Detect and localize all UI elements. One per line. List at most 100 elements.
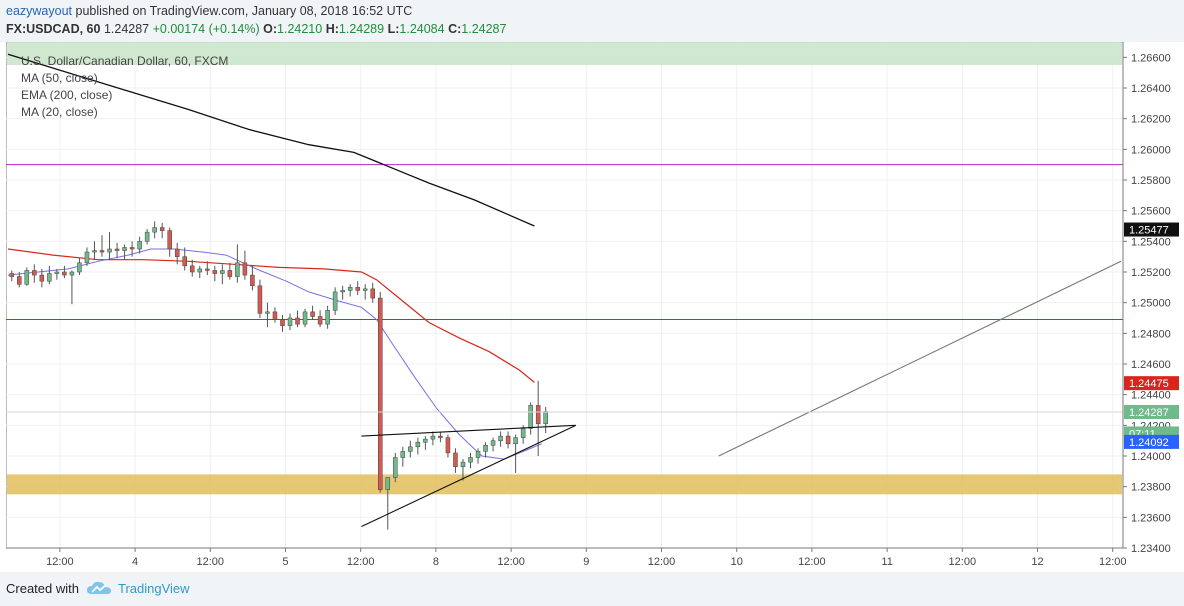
- candle[interactable]: [137, 241, 142, 250]
- candle[interactable]: [393, 457, 398, 478]
- close-value: 1.24287: [461, 22, 507, 36]
- candle[interactable]: [107, 248, 112, 253]
- candle[interactable]: [287, 317, 293, 326]
- candle[interactable]: [122, 247, 127, 251]
- candle[interactable]: [453, 452, 458, 467]
- candle[interactable]: [280, 319, 285, 326]
- candle[interactable]: [159, 227, 165, 231]
- candle[interactable]: [62, 271, 67, 276]
- candle[interactable]: [370, 288, 375, 299]
- candle[interactable]: [205, 268, 210, 271]
- candle[interactable]: [295, 317, 300, 325]
- candle[interactable]: [460, 461, 466, 467]
- candle[interactable]: [362, 288, 368, 291]
- candle[interactable]: [385, 477, 391, 490]
- candle[interactable]: [174, 248, 180, 257]
- price-tick-label: 1.23400: [1131, 543, 1171, 555]
- time-tick-label: 8: [433, 556, 439, 568]
- candle[interactable]: [520, 428, 526, 438]
- candle[interactable]: [445, 437, 451, 454]
- price-chart[interactable]: 1.26600 1.26400 1.26200 1.26000 1.25800 1.256…: [6, 42, 1180, 572]
- tradingview-cloud-icon: [87, 581, 111, 594]
- time-tick-label: 5: [282, 556, 288, 568]
- candle[interactable]: [468, 457, 473, 463]
- candle[interactable]: [543, 411, 548, 425]
- trendline[interactable]: [718, 260, 1122, 457]
- candle[interactable]: [475, 451, 481, 458]
- trendline[interactable]: [361, 424, 577, 528]
- candle[interactable]: [189, 265, 195, 273]
- last-price: 1.24287: [103, 22, 150, 36]
- candle[interactable]: [332, 291, 338, 311]
- candle[interactable]: [54, 271, 60, 274]
- candle[interactable]: [498, 435, 503, 441]
- price-tick-label: 1.25600: [1131, 206, 1171, 218]
- candle[interactable]: [182, 256, 187, 267]
- time-tick-label: 12:00: [1099, 556, 1127, 568]
- candle[interactable]: [483, 445, 488, 452]
- candle[interactable]: [32, 270, 37, 276]
- candle[interactable]: [400, 451, 406, 458]
- candle[interactable]: [490, 440, 496, 446]
- candle[interactable]: [423, 438, 428, 443]
- candle[interactable]: [340, 290, 345, 293]
- candle[interactable]: [415, 441, 421, 448]
- candle[interactable]: [92, 250, 97, 253]
- tradingview-brand-link[interactable]: TradingView: [118, 581, 190, 596]
- candle[interactable]: [513, 437, 518, 444]
- candle[interactable]: [39, 274, 45, 282]
- chart-area[interactable]: 1.26600 1.26400 1.26200 1.26000 1.25800 1.256…: [6, 42, 1180, 572]
- author-link[interactable]: eazywayout: [6, 4, 73, 18]
- candle[interactable]: [535, 405, 541, 425]
- candle[interactable]: [129, 247, 135, 250]
- time-tick-label: 12:00: [197, 556, 225, 568]
- candle[interactable]: [505, 435, 511, 444]
- time-tick-label: 9: [583, 556, 589, 568]
- candle[interactable]: [265, 311, 270, 314]
- legend-ma50[interactable]: MA (50, close): [21, 71, 98, 85]
- candle[interactable]: [430, 435, 436, 440]
- candle[interactable]: [355, 287, 360, 291]
- symbol-label: FX:USDCAD, 60: [6, 22, 101, 36]
- time-tick-label: 12:00: [497, 556, 525, 568]
- legend-ema200[interactable]: EMA (200, close): [21, 88, 113, 102]
- candle[interactable]: [317, 316, 323, 325]
- candle[interactable]: [325, 310, 330, 325]
- candle[interactable]: [378, 297, 383, 490]
- candle[interactable]: [47, 273, 52, 282]
- candle[interactable]: [9, 273, 15, 277]
- candle[interactable]: [250, 274, 255, 287]
- candle[interactable]: [227, 270, 233, 277]
- candle[interactable]: [69, 271, 75, 276]
- candle[interactable]: [152, 227, 157, 233]
- candle[interactable]: [310, 311, 315, 317]
- candle[interactable]: [144, 231, 150, 242]
- candle[interactable]: [528, 405, 533, 429]
- candle[interactable]: [257, 285, 263, 314]
- quote-line: FX:USDCAD, 60 1.24287 +0.00174 (+0.14%) …: [6, 22, 506, 36]
- candle[interactable]: [99, 250, 105, 253]
- candle[interactable]: [84, 251, 90, 264]
- legend-ma20[interactable]: MA (20, close): [21, 105, 98, 119]
- candle[interactable]: [438, 435, 443, 438]
- price-label-text: 1.24287: [1129, 407, 1169, 419]
- candle[interactable]: [347, 287, 353, 291]
- candle[interactable]: [272, 311, 278, 320]
- candle[interactable]: [24, 270, 30, 285]
- candle[interactable]: [220, 270, 225, 274]
- candle[interactable]: [235, 262, 240, 277]
- candle[interactable]: [114, 248, 120, 251]
- plot-area[interactable]: [6, 42, 1124, 549]
- price-axis[interactable]: [1123, 42, 1180, 548]
- candle[interactable]: [302, 311, 308, 325]
- price-label-text: 1.25477: [1129, 225, 1169, 237]
- candle[interactable]: [197, 268, 203, 273]
- candle[interactable]: [242, 262, 248, 276]
- price-tick-label: 1.25800: [1131, 175, 1171, 187]
- candle[interactable]: [17, 276, 22, 285]
- candle[interactable]: [408, 446, 413, 452]
- candle[interactable]: [212, 270, 218, 274]
- candle[interactable]: [167, 230, 172, 250]
- trendline[interactable]: [361, 424, 576, 437]
- candle[interactable]: [77, 262, 82, 273]
